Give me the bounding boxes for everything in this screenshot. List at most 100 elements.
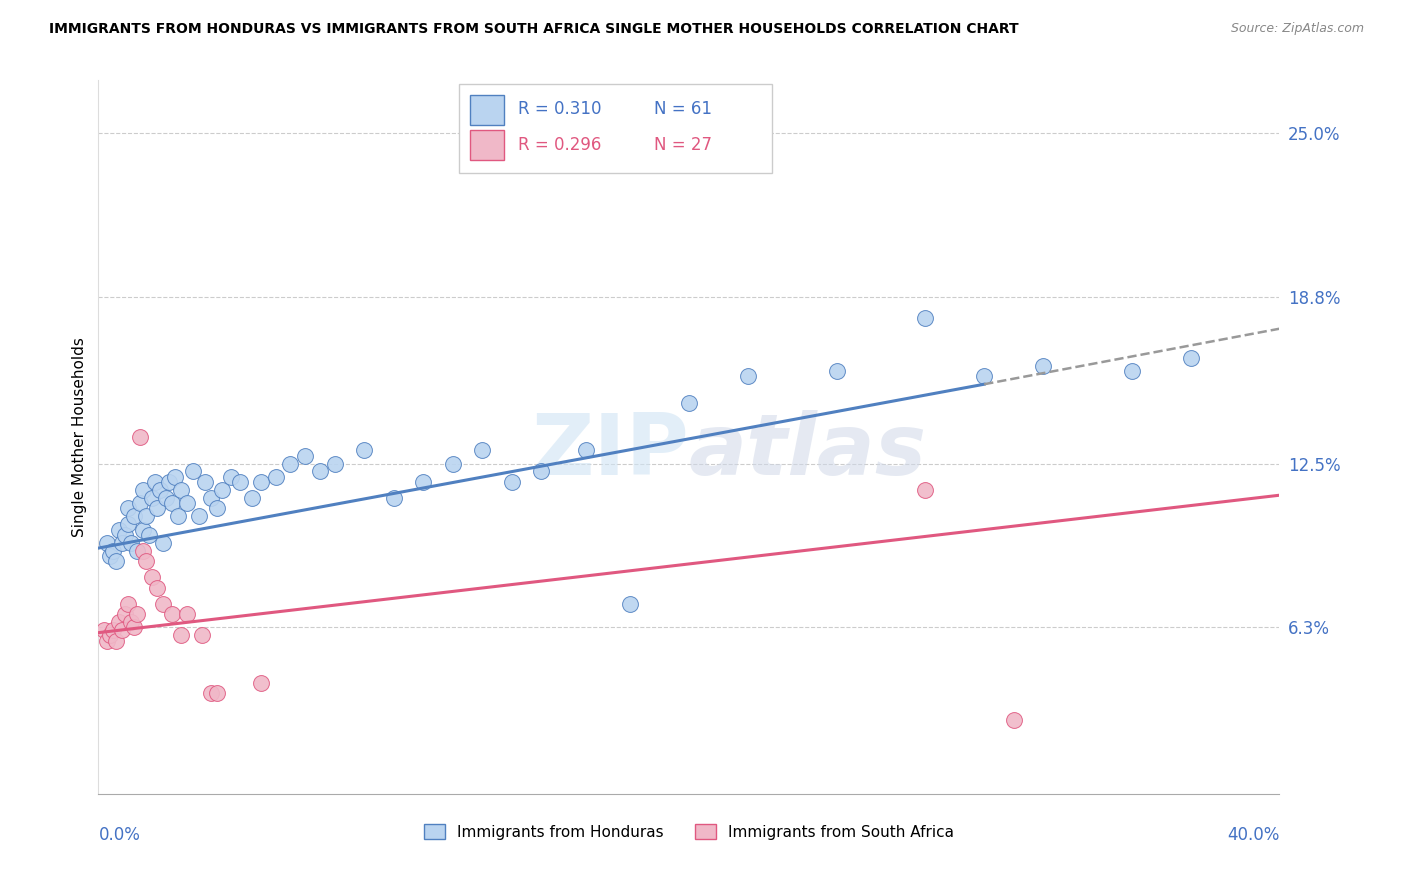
Point — [141, 570, 163, 584]
Point — [181, 465, 204, 479]
Point — [280, 457, 302, 471]
Point — [250, 475, 273, 489]
Point — [143, 475, 166, 489]
Point — [108, 523, 131, 537]
Point — [530, 465, 553, 479]
Text: 40.0%: 40.0% — [1227, 826, 1279, 844]
Point — [125, 543, 148, 558]
Point — [1002, 713, 1025, 727]
Point — [412, 475, 434, 489]
Point — [117, 597, 139, 611]
Point — [111, 536, 134, 550]
Text: Source: ZipAtlas.com: Source: ZipAtlas.com — [1230, 22, 1364, 36]
Point — [141, 491, 163, 505]
Point — [353, 443, 375, 458]
Point — [122, 509, 145, 524]
Text: N = 27: N = 27 — [654, 136, 711, 153]
Bar — [471, 95, 503, 125]
Point — [138, 528, 160, 542]
Point — [146, 501, 169, 516]
Legend: Immigrants from Honduras, Immigrants from South Africa: Immigrants from Honduras, Immigrants fro… — [423, 824, 955, 839]
Text: R = 0.310: R = 0.310 — [517, 100, 602, 118]
Point — [128, 496, 150, 510]
Point — [93, 623, 115, 637]
Point — [162, 607, 183, 622]
Point — [441, 457, 464, 471]
Point — [114, 607, 136, 622]
Point — [264, 469, 287, 483]
Point — [323, 457, 346, 471]
Point — [132, 483, 155, 497]
Point — [111, 623, 134, 637]
Point — [194, 475, 217, 489]
Point — [165, 469, 187, 483]
Point — [105, 633, 128, 648]
Point — [176, 496, 198, 510]
Point — [162, 496, 183, 510]
Point — [135, 509, 157, 524]
Point — [146, 581, 169, 595]
Text: ZIP: ZIP — [531, 409, 689, 493]
Text: 0.0%: 0.0% — [98, 826, 141, 844]
Point — [191, 628, 214, 642]
Point — [471, 443, 494, 458]
Point — [973, 369, 995, 384]
Point — [678, 395, 700, 409]
Point — [105, 554, 128, 568]
Point — [240, 491, 263, 505]
Point — [152, 536, 174, 550]
Point — [117, 501, 139, 516]
Point — [96, 633, 118, 648]
Point — [98, 628, 121, 642]
Point — [152, 597, 174, 611]
Point — [205, 501, 228, 516]
Point — [114, 528, 136, 542]
Point — [250, 676, 273, 690]
Point — [108, 615, 131, 629]
Point — [382, 491, 405, 505]
Point — [170, 628, 193, 642]
Point — [221, 469, 243, 483]
Point — [575, 443, 598, 458]
Point — [122, 620, 145, 634]
Text: N = 61: N = 61 — [654, 100, 711, 118]
Point — [98, 549, 121, 563]
Point — [120, 536, 142, 550]
FancyBboxPatch shape — [458, 84, 772, 173]
Point — [200, 491, 222, 505]
Point — [120, 615, 142, 629]
Point — [167, 509, 190, 524]
Point — [211, 483, 233, 497]
Text: atlas: atlas — [689, 409, 927, 493]
Point — [200, 686, 222, 700]
Y-axis label: Single Mother Households: Single Mother Households — [72, 337, 87, 537]
Point — [294, 449, 316, 463]
Text: IMMIGRANTS FROM HONDURAS VS IMMIGRANTS FROM SOUTH AFRICA SINGLE MOTHER HOUSEHOLD: IMMIGRANTS FROM HONDURAS VS IMMIGRANTS F… — [49, 22, 1019, 37]
Point — [619, 597, 641, 611]
Point — [1121, 364, 1143, 378]
Point — [149, 483, 172, 497]
Point — [914, 311, 936, 326]
Point — [170, 483, 193, 497]
Point — [135, 554, 157, 568]
Bar — [471, 130, 503, 161]
Point — [96, 536, 118, 550]
Point — [205, 686, 228, 700]
Point — [187, 509, 209, 524]
Point — [103, 623, 125, 637]
Point — [229, 475, 252, 489]
Point — [1180, 351, 1202, 365]
Point — [501, 475, 523, 489]
Point — [132, 543, 155, 558]
Point — [128, 430, 150, 444]
Point — [176, 607, 198, 622]
Point — [737, 369, 759, 384]
Point — [157, 475, 180, 489]
Point — [1032, 359, 1054, 373]
Point — [155, 491, 177, 505]
Point — [825, 364, 848, 378]
Text: R = 0.296: R = 0.296 — [517, 136, 600, 153]
Point — [132, 523, 155, 537]
Point — [103, 543, 125, 558]
Point — [117, 517, 139, 532]
